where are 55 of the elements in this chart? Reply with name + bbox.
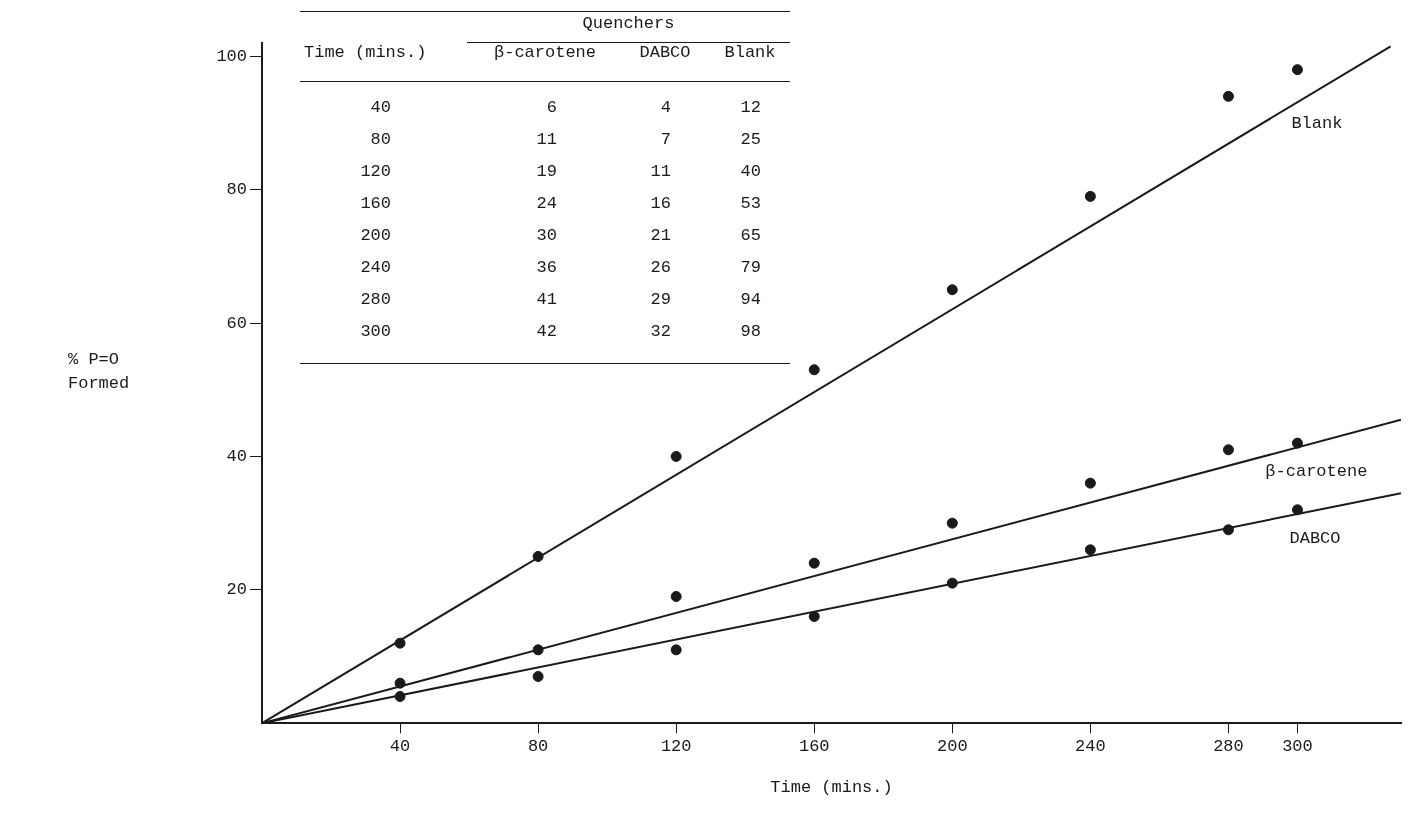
data-label: 30: [536, 226, 557, 246]
data-label: 7: [660, 130, 671, 150]
y-tick-label: 20: [226, 580, 247, 600]
data-label: 79: [740, 258, 761, 278]
data-label: 36: [536, 258, 557, 278]
data-label: 11: [536, 130, 557, 150]
y-tick-label: 100: [216, 46, 247, 66]
y-tick-label: 300: [360, 322, 391, 342]
x-tick-label: 40: [389, 736, 411, 756]
y-tick-label: 160: [360, 194, 391, 214]
x-tick-label: Blank: [724, 43, 776, 62]
data-label: 26: [650, 258, 671, 278]
x-tick-label: β-carotene: [493, 43, 597, 63]
data-label: 11: [650, 162, 671, 182]
y-axis-title: Time (mins.): [304, 43, 427, 63]
data-label: 94: [740, 290, 761, 310]
data-label: 53: [740, 194, 761, 214]
x-tick-label: DABCO: [639, 43, 691, 62]
x-tick-label: 280: [1213, 736, 1244, 756]
data-label: 42: [536, 322, 557, 342]
data-label: 98: [740, 322, 761, 342]
data-label: 21: [650, 226, 671, 246]
data-label: 16: [650, 194, 671, 214]
data-label: 12: [740, 98, 761, 118]
series-label: DABCO: [1289, 529, 1341, 549]
data-label: 40: [740, 162, 761, 182]
data-label: 65: [740, 226, 761, 246]
data-label: 4: [660, 98, 671, 118]
y-tick-label: 120: [360, 162, 391, 182]
x-axis-title: Quenchers: [581, 14, 676, 34]
x-tick-label: 160: [798, 736, 830, 756]
x-tick-label: 200: [937, 736, 968, 756]
data-label: 41: [536, 290, 557, 310]
data-label: 32: [650, 322, 671, 342]
x-tick-label: 240: [1075, 736, 1106, 756]
series-label: β-carotene: [1265, 462, 1368, 482]
data-label: 24: [536, 194, 557, 214]
y-tick-label: 200: [360, 226, 391, 246]
y-tick-label: 40: [226, 446, 247, 466]
x-axis-title: Time (mins.): [770, 778, 893, 798]
data-label: 19: [536, 162, 557, 182]
y-axis-title: % P=O Formed: [68, 349, 131, 395]
x-tick-label: 80: [527, 736, 549, 756]
y-tick-label: 40: [370, 98, 391, 118]
x-tick-label: 120: [660, 736, 692, 756]
x-tick-label: 300: [1282, 736, 1313, 756]
y-tick-label: 80: [226, 180, 247, 200]
y-tick-label: 80: [370, 130, 391, 150]
y-tick-label: 240: [360, 258, 391, 278]
y-tick-label: 60: [226, 313, 247, 333]
data-label: 29: [650, 290, 671, 310]
series-label: Blank: [1291, 114, 1343, 134]
data-label: 6: [546, 98, 557, 118]
y-tick-label: 280: [360, 290, 391, 310]
data-label: 25: [740, 130, 761, 150]
